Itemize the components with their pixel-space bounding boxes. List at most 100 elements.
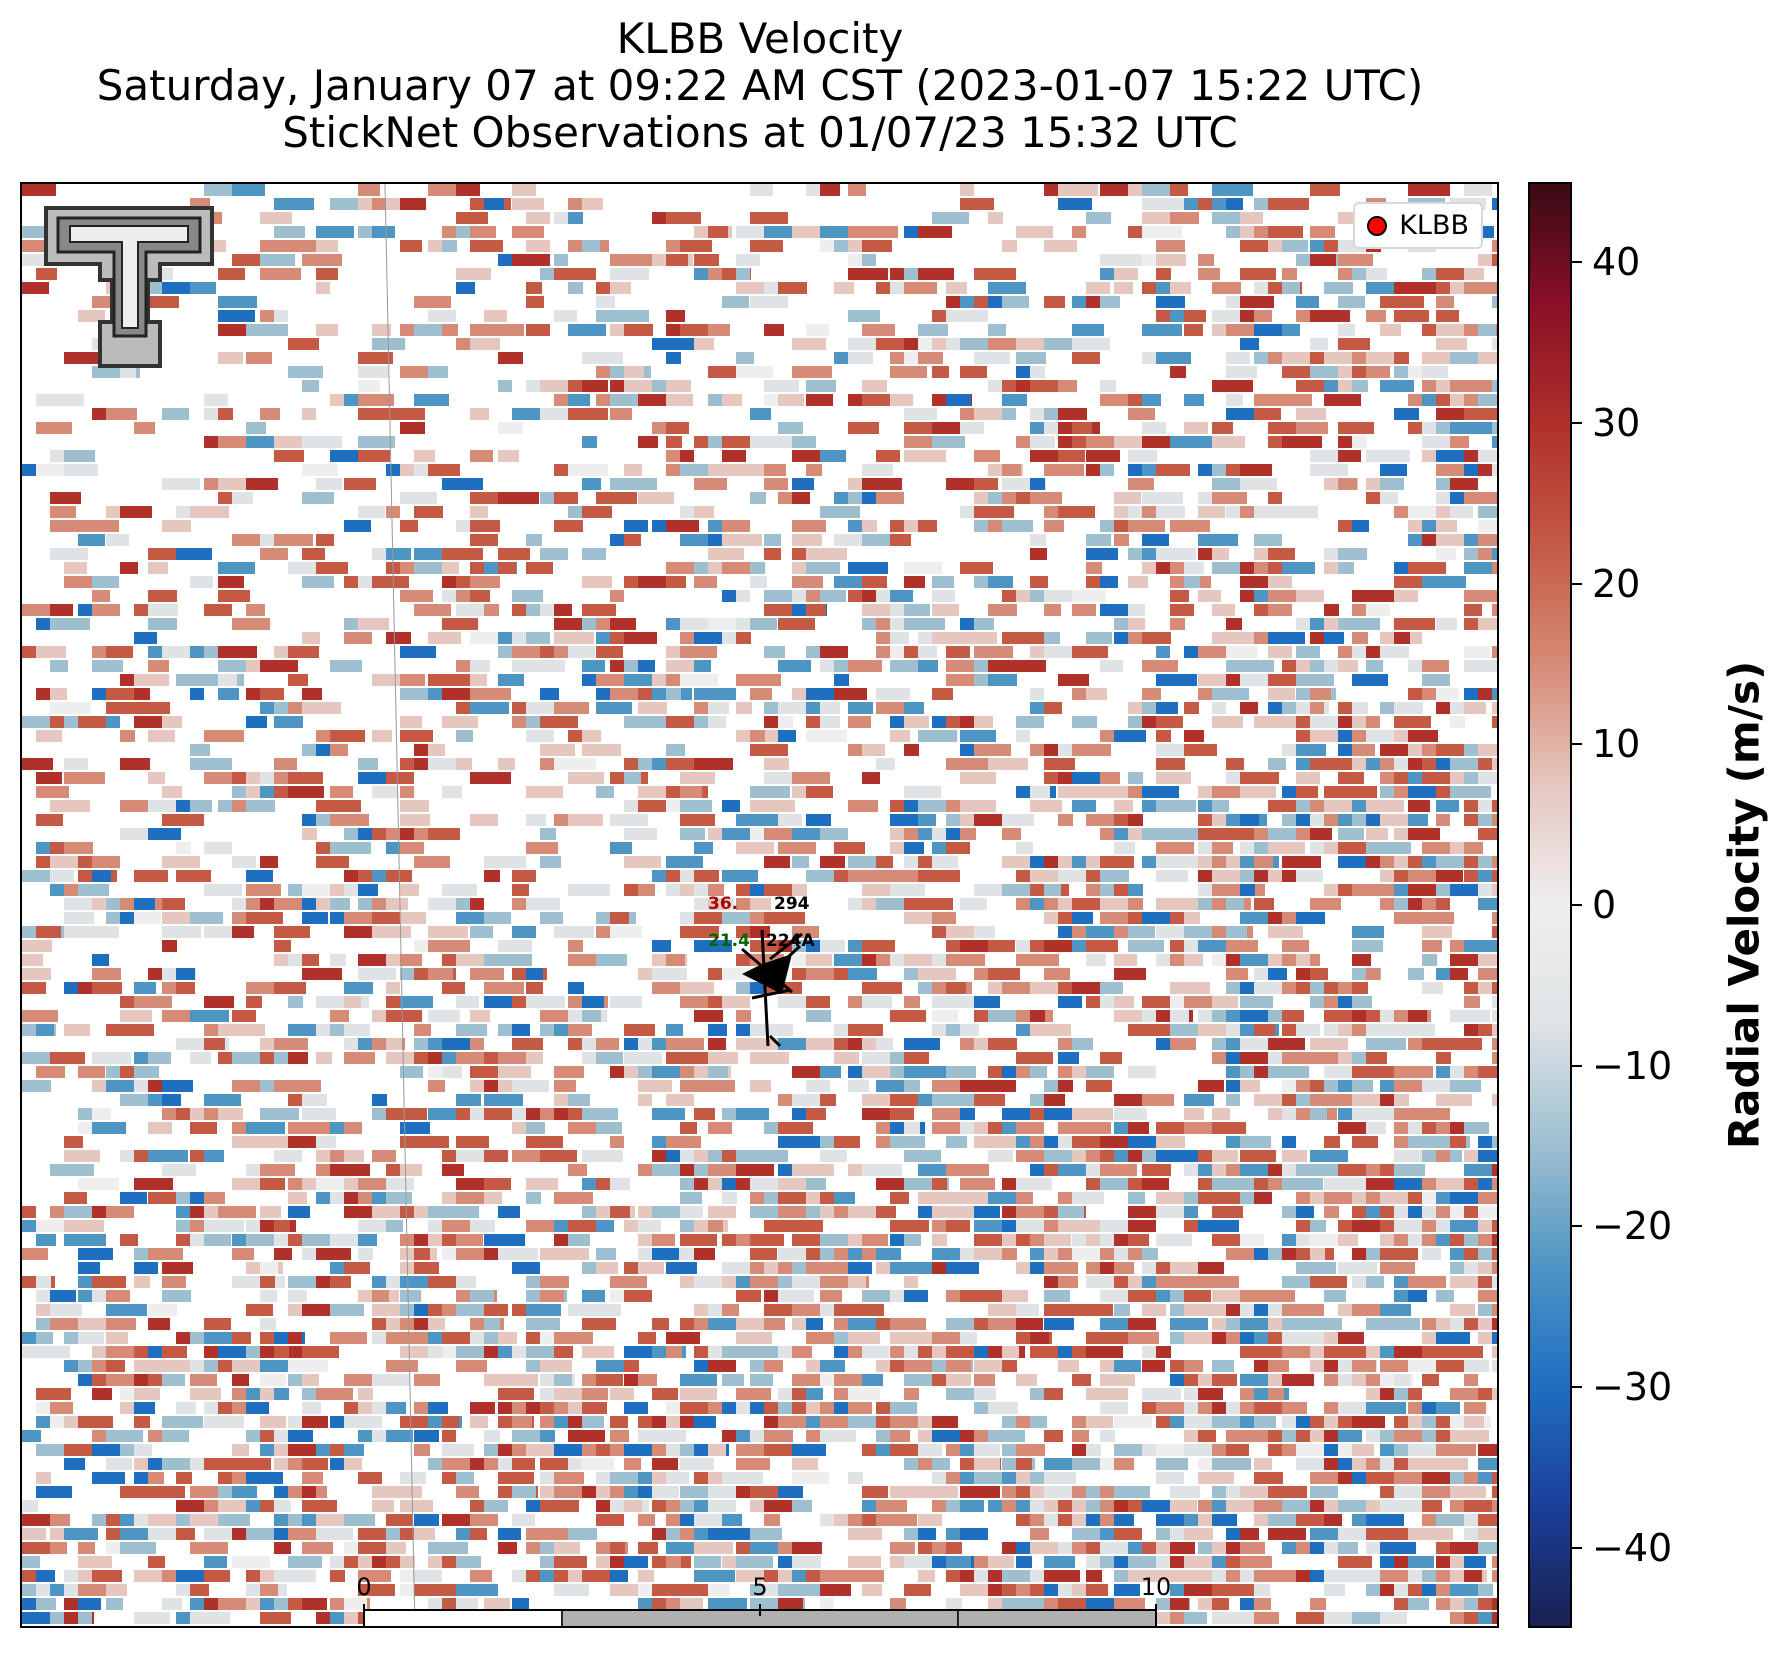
radar-pixel: [456, 912, 493, 924]
radar-pixel: [204, 1038, 225, 1050]
radar-pixel: [694, 1010, 723, 1022]
radar-pixel: [708, 758, 730, 770]
radar-pixel: [1324, 1136, 1340, 1148]
scale-tick-5: 5: [752, 1573, 767, 1601]
radar-pixel: [1408, 1360, 1439, 1372]
radar-pixel: [512, 1458, 535, 1470]
radar-pixel: [1156, 352, 1191, 364]
radar-pixel: [1072, 324, 1104, 336]
radar-pixel: [302, 380, 319, 392]
radar-pixel: [358, 436, 395, 448]
radar-pixel: [960, 730, 996, 742]
radar-pixel: [288, 1136, 316, 1148]
radar-pixel: [1478, 1584, 1493, 1596]
radar-pixel: [512, 1626, 533, 1628]
radar-pixel: [778, 394, 804, 406]
radar-pixel: [1450, 1136, 1466, 1148]
radar-pixel: [1240, 912, 1273, 924]
radar-pixel: [792, 520, 826, 532]
radar-pixel: [988, 1556, 1014, 1568]
radar-pixel: [1184, 730, 1204, 742]
radar-pixel: [1156, 268, 1171, 280]
radar-pixel: [554, 254, 568, 266]
radar-pixel: [1198, 268, 1220, 280]
radar-pixel: [1408, 562, 1446, 574]
radar-pixel: [1198, 1472, 1234, 1484]
radar-pixel: [526, 814, 546, 826]
radar-pixel: [1478, 352, 1497, 364]
radar-pixel: [386, 548, 411, 560]
radar-pixel: [974, 1206, 1000, 1218]
radar-pixel: [1380, 380, 1414, 392]
radar-pixel: [1408, 814, 1428, 826]
radar-pixel: [120, 506, 152, 518]
radar-pixel: [1268, 1626, 1289, 1628]
radar-pixel: [428, 1136, 449, 1148]
radar-pixel: [1436, 1332, 1470, 1344]
radar-pixel: [134, 1416, 150, 1428]
radar-pixel: [1058, 674, 1089, 686]
radar-pixel: [1058, 814, 1073, 826]
radar-pixel: [764, 478, 788, 490]
radar-pixel: [1240, 814, 1259, 826]
chart-subtitle-time: Saturday, January 07 at 09:22 AM CST (20…: [96, 61, 1424, 110]
radar-pixel: [106, 688, 139, 700]
radar-pixel: [274, 1248, 292, 1260]
radar-pixel: [1212, 828, 1230, 840]
radar-pixel: [736, 842, 774, 854]
radar-pixel: [330, 898, 350, 910]
radar-pixel: [750, 744, 788, 756]
radar-pixel: [554, 702, 589, 714]
radar-pixel: [1002, 1290, 1028, 1302]
radar-pixel: [1212, 1108, 1230, 1120]
radar-pixel: [876, 1080, 904, 1092]
radar-pixel: [1030, 632, 1048, 644]
radar-pixel: [974, 478, 998, 490]
radar-pixel: [484, 1094, 523, 1106]
radar-pixel: [330, 1570, 345, 1582]
radar-pixel: [1142, 1164, 1171, 1176]
radar-pixel: [400, 996, 433, 1008]
radar-pixel: [1072, 352, 1100, 364]
radar-pixel: [694, 478, 727, 490]
radar-pixel: [1450, 1626, 1482, 1628]
radar-pixel: [358, 1472, 382, 1484]
radar-pixel: [246, 1570, 262, 1582]
radar-pixel: [526, 632, 550, 644]
radar-pixel: [1114, 1514, 1134, 1526]
radar-pixel: [1128, 576, 1148, 588]
radar-pixel: [1492, 1542, 1497, 1554]
radar-pixel: [988, 1402, 1018, 1414]
radar-pixel: [316, 1136, 336, 1148]
radar-pixel: [358, 884, 378, 896]
radar-pixel: [218, 352, 243, 364]
radar-pixel: [806, 954, 832, 966]
radar-pixel: [1282, 856, 1321, 868]
radar-pixel: [708, 324, 730, 336]
radar-pixel: [176, 1472, 192, 1484]
radar-pixel: [204, 1626, 226, 1628]
radar-pixel: [624, 716, 660, 728]
radar-pixel: [1478, 534, 1497, 546]
radar-pixel: [792, 1220, 823, 1232]
radar-pixel: [1058, 1052, 1079, 1064]
radar-pixel: [1002, 1346, 1019, 1358]
radar-pixel: [1058, 786, 1092, 798]
radar-pixel: [512, 1374, 538, 1386]
radar-pixel: [582, 604, 616, 616]
colorbar-tick-mark: [1572, 743, 1582, 746]
radar-pixel: [876, 1206, 896, 1218]
radar-pixel: [134, 1066, 159, 1078]
radar-pixel: [232, 534, 267, 546]
radar-map[interactable]: 36. 294 21.4 224A 0 5 10 km KLBB: [20, 182, 1499, 1628]
radar-pixel: [1478, 772, 1497, 784]
radar-pixel: [610, 1584, 642, 1596]
radar-pixel: [1352, 1010, 1369, 1022]
radar-pixel: [442, 1038, 473, 1050]
radar-pixel: [680, 1192, 702, 1204]
radar-pixel: [386, 338, 405, 350]
radar-pixel: [204, 730, 244, 742]
radar-pixel: [484, 1234, 525, 1246]
radar-pixel: [1044, 240, 1077, 252]
radar-pixel: [750, 1080, 771, 1092]
